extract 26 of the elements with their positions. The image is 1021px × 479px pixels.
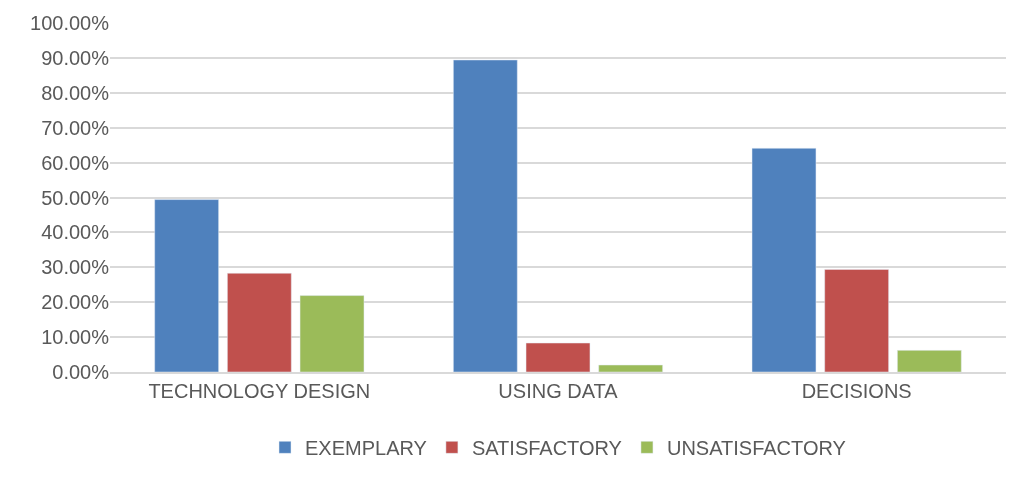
bar: [824, 269, 889, 372]
bar: [299, 295, 365, 372]
x-tick-label: DECISIONS: [801, 380, 912, 402]
y-tick-label: 70.00%: [41, 116, 110, 139]
y-tick-label: 60.00%: [41, 151, 110, 174]
bar: [525, 342, 591, 372]
y-tick-label: 10.00%: [41, 326, 110, 349]
bar: [598, 364, 663, 372]
bar: [154, 199, 219, 372]
bar: [227, 272, 292, 372]
bar: [453, 59, 518, 372]
y-tick-label: 40.00%: [41, 221, 110, 244]
y-tick-label: 90.00%: [41, 46, 110, 69]
x-tick-label: TECHNOLOGY DESIGN: [148, 380, 371, 402]
bar: [897, 350, 962, 372]
y-tick-label: 80.00%: [41, 81, 110, 104]
legend-label: UNSATISFACTORY: [666, 437, 846, 460]
y-tick-label: 100.00%: [30, 12, 110, 34]
y-tick-label: 0.00%: [52, 361, 110, 383]
x-tick-label: USING DATA: [498, 380, 619, 402]
y-tick-label: 20.00%: [41, 291, 110, 314]
legend-label: SATISFACTORY: [471, 437, 622, 460]
y-tick-label: 30.00%: [41, 256, 110, 279]
y-tick-label: 50.00%: [41, 186, 110, 209]
legend-label: EXEMPLARY: [305, 437, 427, 460]
bar: [751, 148, 817, 372]
